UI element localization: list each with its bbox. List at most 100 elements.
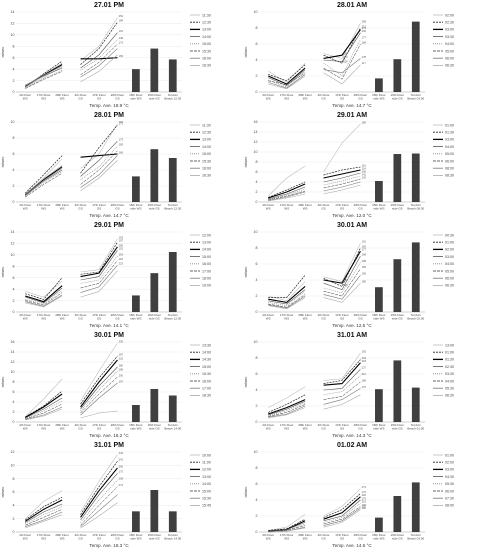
- legend-label: 14:00: [202, 248, 211, 252]
- series-line: [25, 511, 63, 527]
- legend-label: 01:00: [445, 241, 454, 245]
- x-tick-label: 15th Floor side GS: [391, 93, 405, 100]
- x-tick-label: 15th Floor side WS: [372, 313, 386, 320]
- y-axis-label: m/sec: [243, 487, 248, 498]
- series-line: [25, 65, 63, 88]
- data-label: 270: [362, 385, 367, 389]
- y-tick-label: 6: [13, 390, 15, 394]
- legend-label: 13:30: [202, 343, 211, 347]
- data-label: 180: [362, 120, 367, 124]
- series-line: [268, 523, 306, 532]
- legend-label: 18:30: [202, 394, 211, 398]
- legend-label: 03:00: [445, 468, 454, 472]
- series-line: [25, 503, 63, 523]
- series-line: [80, 124, 118, 174]
- y-tick-label: 0: [13, 310, 15, 314]
- x-tick-label: 28th Floor GS: [111, 423, 125, 430]
- x-tick-label: 4th Floor GS: [75, 313, 87, 320]
- x-tick-label: 4th Floor GS: [318, 313, 330, 320]
- series-line: [268, 400, 306, 416]
- data-label: 262: [362, 29, 367, 33]
- bar: [393, 259, 402, 312]
- x-tick-label: 17th Floor GS: [92, 203, 106, 210]
- bar: [375, 78, 383, 92]
- series-line: [323, 268, 361, 297]
- bar: [411, 387, 420, 422]
- series-line: [25, 169, 63, 196]
- series-line: [268, 74, 306, 89]
- series-line: [268, 186, 306, 200]
- y-axis-label: m/sec: [0, 157, 5, 168]
- series-line: [80, 54, 118, 82]
- series-line: [268, 193, 306, 202]
- data-label: 171: [119, 122, 124, 126]
- x-tick-label: 28th Floor GS: [111, 93, 125, 100]
- x-tick-label: 15th Floor side GS: [391, 203, 405, 210]
- legend-label: 14:00: [202, 351, 211, 355]
- series-line: [80, 140, 118, 177]
- legend-label: 13:00: [202, 475, 211, 479]
- series-line: [25, 514, 63, 529]
- series-line: [80, 473, 118, 521]
- chart-panel: 28.01 PM 0 2 4 6 8 10 m/sec 4th Floor WS 17th Floo…: [0, 110, 243, 220]
- x-tick-label: 15th Floor side GS: [148, 423, 162, 430]
- x-tick-label: Tel Aviv Beach 03:00: [407, 93, 424, 100]
- series-line: [323, 507, 361, 526]
- y-tick-label: 8: [256, 160, 258, 164]
- y-tick-label: 2: [13, 299, 15, 303]
- data-label: 200: [119, 373, 124, 377]
- legend-label: 15:30: [202, 497, 211, 501]
- data-label: 173: [119, 470, 124, 474]
- chart-panel: 28.01 AM 0 2 4 6 8 10 m/sec 4th Floor WS 17th Floo…: [243, 0, 486, 110]
- data-label: 184: [362, 40, 367, 44]
- data-label: 206: [119, 464, 124, 468]
- x-tick-label: Tel Aviv Beach 02:00: [407, 313, 424, 320]
- y-tick-label: 2: [13, 410, 15, 414]
- legend-label: 12:30: [202, 21, 211, 25]
- data-label: 273: [362, 485, 367, 489]
- series-line: [25, 168, 63, 196]
- x-tick-label: 17th Floor GS: [335, 203, 349, 210]
- legend-label: 15:00: [202, 365, 211, 369]
- data-label: 175: [362, 496, 367, 500]
- series-line: [80, 376, 118, 414]
- data-label: 243: [119, 451, 124, 455]
- series-line: [268, 285, 306, 303]
- series-line: [25, 292, 63, 306]
- y-tick-label: 4: [256, 388, 258, 392]
- data-label: 265: [119, 243, 124, 247]
- series-line: [80, 43, 118, 76]
- legend-label: 14:30: [202, 358, 211, 362]
- chart-title: 01.02 AM: [337, 442, 367, 449]
- y-tick-label: 8: [13, 136, 15, 140]
- y-tick-label: 0: [13, 530, 15, 534]
- y-axis-label: m/sec: [0, 377, 5, 388]
- x-tick-label: 4th Floor WS: [19, 423, 31, 430]
- x-tick-label: 15th Floor side GS: [391, 423, 405, 430]
- series-line: [80, 145, 118, 180]
- legend-label: 04:00: [445, 262, 454, 266]
- series-line: [268, 514, 306, 531]
- bar: [168, 395, 177, 422]
- x-tick-label: 28th Floor WS: [298, 203, 312, 210]
- legend-label: 16:00: [202, 57, 211, 61]
- x-tick-label: 17th Floor WS: [280, 313, 294, 320]
- series-line: [323, 172, 361, 183]
- data-label: 197: [119, 239, 124, 243]
- data-label: 207: [362, 504, 367, 508]
- x-tick-label: 4th Floor WS: [19, 313, 31, 320]
- y-tick-label: 0: [256, 310, 258, 314]
- series-line: [25, 171, 63, 197]
- legend-label: 04:30: [445, 475, 454, 479]
- y-tick-label: 16: [254, 120, 258, 124]
- legend-label: 02:30: [445, 21, 454, 25]
- series-line: [268, 294, 306, 308]
- chart-panel: 01.02 AM 0 2 4 6 8 10 m/sec 4th Floor WS 17th Floo…: [243, 440, 486, 550]
- chart-title: 28.01 AM: [337, 2, 367, 9]
- data-label: 190: [343, 283, 348, 287]
- chart-svg: 27.01 PM 0 2 4 6 8 10 12 14 m/sec 4th Floor WS 17th …: [0, 2, 211, 108]
- data-label: 223: [119, 262, 124, 266]
- x-tick-label: 17th Floor WS: [280, 203, 294, 210]
- y-tick-label: 8: [256, 466, 258, 470]
- x-tick-label: 17th Floor GS: [92, 313, 106, 320]
